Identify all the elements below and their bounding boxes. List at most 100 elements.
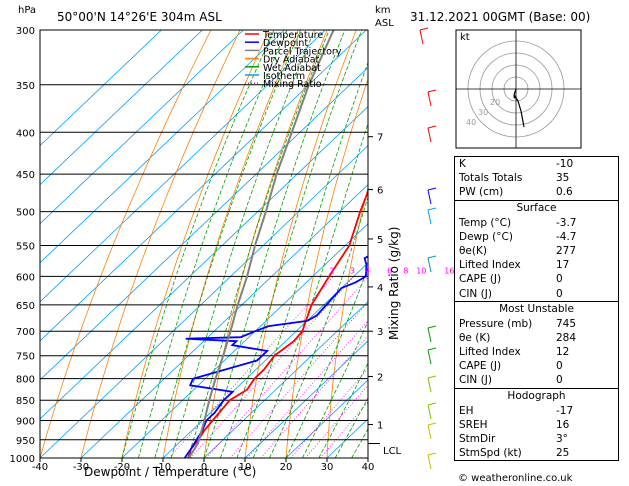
mixing-ratio-label: 6 — [387, 266, 392, 275]
pressure-tick-label: 950 — [16, 436, 35, 447]
dry-adiabat-line — [121, 30, 270, 458]
wet-adiabat-line — [334, 397, 368, 458]
wet-adiabat-line — [203, 30, 346, 458]
km-tick-label: 6 — [377, 186, 383, 197]
lcl-label: LCL — [383, 446, 402, 457]
most-unstable-label: Lifted Index — [459, 346, 521, 359]
storm-motion-marker — [513, 95, 517, 99]
stat-label: PW (cm) — [459, 186, 504, 199]
wind-barb — [427, 257, 432, 273]
plot-frame — [39, 29, 369, 459]
surface-row: CIN (J) 0 — [455, 287, 618, 301]
pressure-tick-label: 450 — [16, 170, 35, 181]
wind-barb — [427, 404, 432, 420]
km-tick-label: 5 — [377, 235, 383, 246]
mixing-ratio-line — [190, 276, 355, 458]
wind-barb-flag — [427, 255, 437, 259]
isotherm-line — [244, 340, 368, 458]
surface-value: -4.7 — [556, 230, 577, 243]
hodograph-label: StmSpd (kt) — [459, 447, 522, 460]
surface-value: -3.7 — [556, 216, 577, 229]
wind-barb-flag — [427, 422, 437, 426]
isotherm-line — [285, 379, 368, 458]
hodograph-ring-label: 20 — [490, 98, 500, 107]
surface-label: θe(K) — [459, 244, 487, 257]
hodograph-label: EH — [459, 404, 474, 417]
isotherm-line — [40, 30, 244, 225]
dry-adiabat-line — [203, 30, 328, 458]
series-dewpoint — [183, 255, 368, 458]
pressure-tick-label: 700 — [16, 327, 35, 338]
most-unstable-label: CAPE (J) — [459, 360, 502, 373]
pressure-tick-label: 500 — [16, 208, 35, 219]
hodograph-row: StmDir 3° — [455, 432, 618, 446]
wind-barb-flag — [427, 187, 437, 191]
mixing-ratio-axis-label: Mixing Ratio (g/kg) — [387, 227, 401, 340]
most-unstable-value: 0 — [556, 374, 563, 387]
wind-barb — [427, 454, 432, 470]
stat-value: 35 — [556, 172, 570, 185]
wind-barb — [427, 209, 432, 225]
legend-label: Parcel Trajectory — [263, 46, 342, 57]
datetime-title: 31.12.2021 00GMT (Base: 00) — [410, 10, 590, 24]
mixing-ratio-label: 10 — [416, 266, 426, 275]
hodograph-ring-label: 30 — [478, 108, 488, 117]
most-unstable-value: 745 — [556, 317, 577, 330]
wind-barb — [427, 377, 432, 393]
most-unstable-row: Lifted Index 12 — [455, 345, 618, 359]
isotherm-line — [40, 30, 367, 342]
surface-row: CAPE (J) 0 — [455, 272, 618, 286]
hodograph-value: 3° — [556, 433, 568, 445]
stat-row: Totals Totals 35 — [455, 171, 618, 185]
wind-barb — [427, 91, 432, 107]
x-tick-label: -10 — [155, 462, 171, 473]
wind-barb-flag — [427, 452, 437, 456]
km-label: km — [375, 5, 391, 16]
km-tick-label: 3 — [377, 327, 383, 338]
wet-adiabat-line — [154, 30, 301, 458]
pressure-tick-label: 750 — [16, 352, 35, 363]
km-tick-label: 1 — [377, 420, 383, 431]
wet-adiabat-line — [220, 30, 363, 458]
wind-barb-flag — [427, 347, 437, 351]
wind-barb — [427, 327, 432, 343]
x-tick-label: -30 — [73, 462, 89, 473]
pressure-tick-label: 550 — [16, 241, 35, 252]
hodograph-value: 25 — [556, 447, 570, 460]
most-unstable-value: 284 — [556, 331, 577, 344]
dry-adiabat-line — [80, 30, 241, 458]
legend-label: Isotherm — [263, 71, 305, 82]
most-unstable-title: Most Unstable — [499, 302, 574, 315]
series-temperature — [187, 189, 368, 458]
mixing-ratio-label: 8 — [403, 266, 408, 275]
hodograph-value: 16 — [556, 418, 570, 431]
mixing-ratio-label: 3 — [350, 266, 355, 275]
wind-barb-flag — [427, 325, 437, 329]
x-tick-label: 40 — [362, 462, 375, 473]
legend-label: Wet Adiabat — [263, 63, 321, 74]
pressure-tick-label: 350 — [16, 81, 35, 92]
legend-label: Dry Adiabat — [263, 55, 320, 66]
hodograph-title: Hodograph — [507, 389, 566, 402]
km-tick-label: 7 — [377, 133, 383, 144]
most-unstable-row: CAPE (J) 0 — [455, 359, 618, 373]
x-tick-label: -20 — [114, 462, 130, 473]
surface-row: θe(K) 277 — [455, 244, 618, 258]
hpa-label: hPa — [18, 5, 36, 16]
mixing-ratio-label: 2 — [329, 266, 334, 275]
isotherm-line — [40, 30, 203, 186]
x-tick-label: 20 — [280, 462, 293, 473]
surface-row: Dewp (°C) -4.7 — [455, 230, 618, 244]
pressure-tick-label: 900 — [16, 417, 35, 428]
most-unstable-label: θe (K) — [459, 331, 491, 344]
isotherm-line — [80, 184, 368, 458]
x-tick-label: 0 — [201, 462, 207, 473]
most-unstable-label: CIN (J) — [459, 374, 492, 387]
km-tick-label: 4 — [377, 283, 383, 294]
hodograph-label: StmDir — [459, 433, 496, 445]
isotherm-line — [162, 262, 368, 458]
isotherm-line — [203, 301, 368, 458]
wind-barb — [427, 127, 432, 143]
